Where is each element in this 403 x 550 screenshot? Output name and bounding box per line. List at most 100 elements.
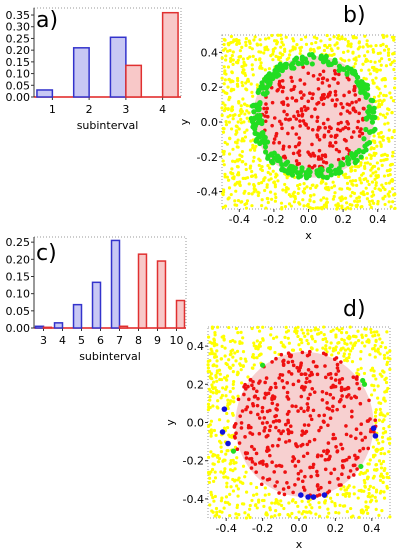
outer-point — [242, 120, 246, 124]
inner-point — [331, 396, 336, 400]
outer-point — [387, 128, 391, 132]
inner-point — [293, 464, 298, 468]
inner-point — [275, 403, 280, 407]
outer-point — [276, 55, 280, 59]
inner-point — [290, 126, 295, 130]
inner-point — [306, 405, 310, 410]
inner-point — [281, 363, 286, 368]
outer-point — [312, 49, 316, 53]
outer-point — [236, 120, 240, 124]
outer-point — [380, 57, 384, 61]
outer-point — [221, 190, 226, 194]
inner-point — [351, 375, 356, 379]
outer-point — [343, 494, 348, 498]
inner-point — [341, 105, 345, 110]
inner-point — [337, 72, 341, 77]
outer-point — [339, 487, 343, 491]
y-tick-label: -0.2 — [183, 455, 204, 468]
inner-point — [333, 89, 338, 94]
outer-point — [296, 325, 300, 329]
outer-point — [330, 353, 334, 357]
inner-point — [342, 387, 347, 392]
outer-point — [253, 35, 257, 39]
inner-point — [296, 369, 301, 373]
boundary-point — [307, 52, 313, 58]
outer-point — [371, 50, 376, 54]
inner-point — [342, 404, 347, 409]
outer-point — [378, 68, 382, 72]
outer-point — [280, 205, 284, 210]
outer-point — [381, 196, 385, 200]
outer-point — [362, 177, 366, 182]
bar — [53, 322, 64, 329]
outer-point — [252, 363, 256, 367]
outer-point — [310, 346, 314, 350]
inner-point — [281, 144, 286, 149]
y-tick-label: 0.20 — [6, 253, 31, 266]
outer-point — [391, 150, 395, 154]
outer-point — [377, 513, 381, 517]
outer-point — [211, 380, 216, 384]
boundary-point — [279, 166, 286, 172]
inner-point — [257, 381, 261, 385]
outer-point — [254, 503, 258, 507]
outer-point — [252, 184, 256, 188]
outer-point — [342, 354, 346, 358]
outer-point — [270, 501, 274, 505]
outer-point — [375, 85, 379, 89]
outer-point — [254, 175, 258, 179]
outer-point — [320, 180, 324, 184]
outer-point — [382, 452, 387, 456]
inner-point — [287, 439, 292, 443]
outer-point — [285, 57, 289, 62]
outer-point — [343, 37, 347, 41]
outer-point — [215, 343, 219, 347]
outer-point — [383, 122, 387, 126]
outer-point — [212, 462, 216, 466]
inner-point — [302, 387, 306, 392]
inner-point — [359, 431, 363, 436]
outer-point — [358, 357, 363, 361]
outer-point — [222, 506, 226, 510]
outer-point — [292, 194, 296, 198]
outer-point — [207, 476, 212, 480]
x-tick-label: -0.2 — [252, 522, 273, 535]
inner-point — [296, 150, 300, 155]
outer-point — [298, 51, 302, 56]
outer-point — [240, 149, 245, 154]
outer-point — [276, 179, 280, 183]
outer-point — [281, 52, 285, 57]
outer-point — [308, 186, 313, 190]
boundary-point — [251, 109, 257, 115]
bar — [156, 260, 167, 329]
inner-point — [277, 437, 281, 442]
inner-point — [255, 403, 260, 408]
outer-point — [390, 178, 394, 182]
inner-point — [300, 479, 305, 484]
inner-point — [306, 367, 311, 372]
inner-point — [280, 79, 285, 83]
inner-point — [305, 376, 309, 381]
outer-point — [366, 161, 370, 165]
inner-point — [299, 394, 304, 399]
inner-point — [246, 384, 250, 389]
inner-point — [286, 131, 290, 136]
inner-point — [243, 435, 247, 439]
outer-point — [384, 64, 389, 68]
boundary-point — [277, 62, 283, 68]
inner-point — [319, 453, 324, 458]
outer-point — [228, 366, 232, 370]
outer-point — [212, 337, 216, 341]
inner-point — [274, 419, 278, 423]
outer-point — [292, 190, 296, 194]
inner-point — [317, 137, 322, 142]
outer-point — [288, 53, 292, 57]
boundary-point — [268, 151, 274, 157]
outer-point — [351, 344, 355, 348]
inner-point — [277, 428, 281, 433]
inner-point — [327, 84, 332, 88]
outer-point — [212, 344, 216, 348]
inner-point — [360, 438, 365, 442]
outer-point — [214, 388, 219, 393]
outer-point — [294, 515, 298, 520]
